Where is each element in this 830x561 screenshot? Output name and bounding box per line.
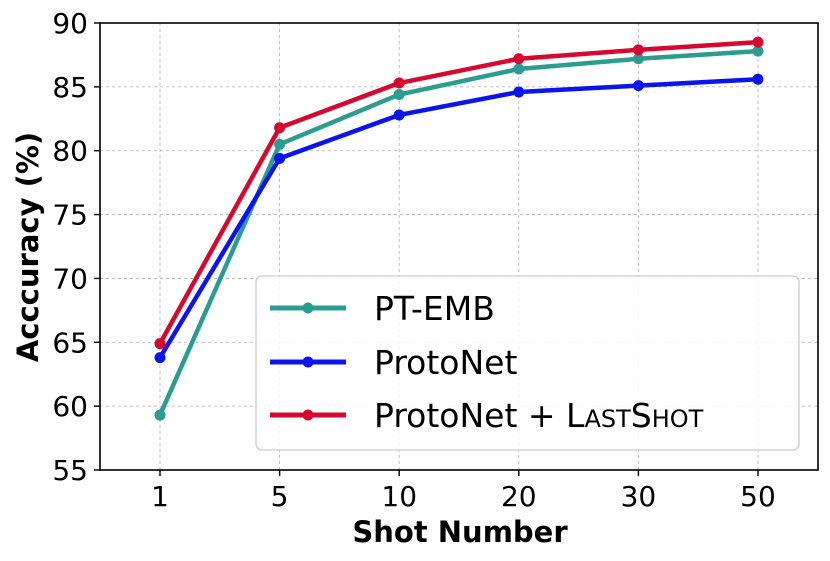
data-point xyxy=(632,80,644,92)
legend-box xyxy=(255,275,800,451)
legend-label-prefix: ProtoNet + xyxy=(374,396,566,435)
series-1 xyxy=(154,73,764,364)
y-axis-title: Acccuracy (%) xyxy=(11,132,45,362)
legend-label-protonet: ProtoNet xyxy=(374,343,517,382)
legend-marker-protonet xyxy=(302,356,314,368)
data-point xyxy=(154,352,166,364)
data-point xyxy=(752,45,764,57)
series-line xyxy=(158,76,759,359)
y-tick-label: 55 xyxy=(52,454,88,487)
x-tick-label: 30 xyxy=(621,480,657,513)
data-point xyxy=(274,152,286,164)
y-tick-label: 80 xyxy=(52,135,88,168)
series-line xyxy=(158,39,759,345)
data-point xyxy=(513,86,525,98)
data-point xyxy=(513,53,525,65)
y-tick-label: 85 xyxy=(52,71,88,104)
plot-frame xyxy=(99,22,819,471)
legend-label-pt-emb: PT-EMB xyxy=(374,289,495,328)
y-tick-label: 75 xyxy=(52,199,88,232)
y-tick-label: 65 xyxy=(52,326,88,359)
x-tick-label: 20 xyxy=(501,480,537,513)
legend-marker-protonet-lastshot xyxy=(302,409,314,421)
y-tick-label: 70 xyxy=(52,262,88,295)
data-point xyxy=(632,53,644,65)
y-tick-label: 90 xyxy=(52,7,88,40)
x-tick-label: 5 xyxy=(271,480,289,513)
data-point xyxy=(752,36,764,48)
ticks: 55 60 65 70 75 80 85 90 1 5 10 20 30 50 xyxy=(52,7,775,513)
series-lines xyxy=(154,36,764,421)
data-point xyxy=(274,122,286,134)
series-2 xyxy=(154,36,764,350)
y-tick-label: 60 xyxy=(52,390,88,423)
data-point xyxy=(154,409,166,421)
data-point xyxy=(154,338,166,350)
legend-label-protonet-lastshot: ProtoNet + LASTSHOT xyxy=(374,396,704,435)
data-point xyxy=(752,73,764,85)
x-tick-label: 50 xyxy=(740,480,776,513)
data-point xyxy=(274,138,286,150)
x-tick-label: 1 xyxy=(151,480,169,513)
legend: PT-EMB ProtoNet ProtoNet + LASTSHOT xyxy=(255,275,800,451)
data-point xyxy=(393,109,405,121)
x-axis-title: Shot Number xyxy=(352,515,568,549)
data-point xyxy=(513,63,525,75)
legend-marker-pt-emb xyxy=(302,302,314,314)
data-point xyxy=(393,77,405,89)
data-point xyxy=(632,44,644,56)
data-point xyxy=(393,89,405,101)
x-tick-label: 10 xyxy=(381,480,417,513)
